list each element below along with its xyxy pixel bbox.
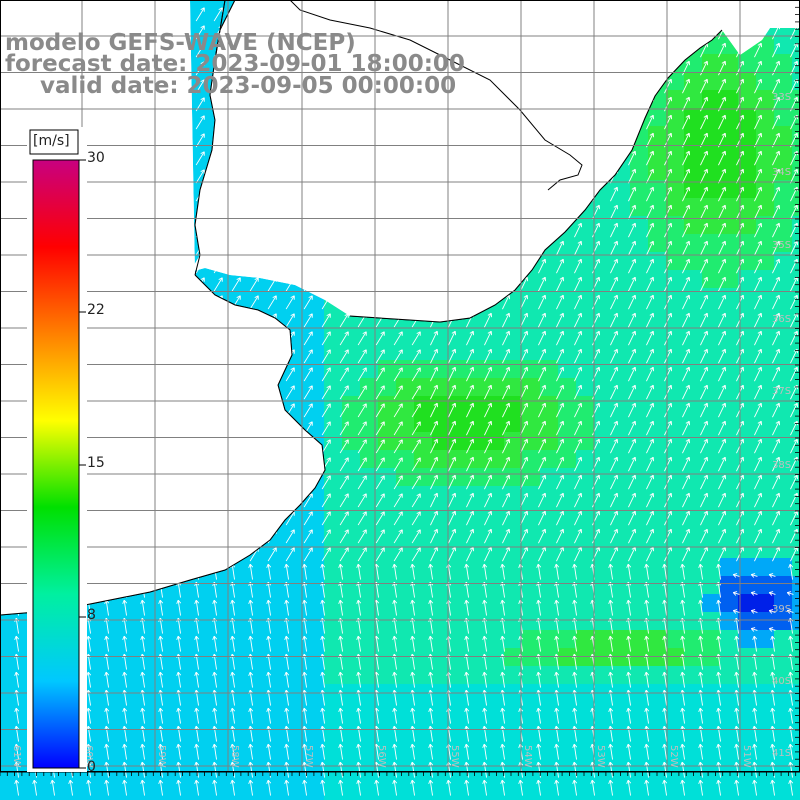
colorbar-unit-box [29, 129, 79, 155]
colorbar-tick-0: 0 [87, 759, 96, 775]
lon-label: 57W [303, 745, 314, 768]
lon-label: 59W [156, 745, 167, 768]
lon-label: 53W [595, 745, 606, 768]
lat-label: 39S [772, 604, 791, 615]
lon-label: 58W [229, 745, 240, 768]
colorbar-gradient [32, 159, 80, 769]
lat-label: 37S [772, 386, 791, 397]
valid-date: valid date: 2023-09-05 00:00:00 [40, 73, 457, 99]
forecast-date: forecast date: 2023-09-01 18:00:00 [5, 51, 465, 77]
lat-label: 36S [772, 314, 791, 325]
colorbar-tick-30: 30 [87, 150, 105, 166]
lon-label: 54W [522, 745, 533, 768]
lat-label: 40S [772, 676, 791, 687]
lon-label: 56W [376, 745, 387, 768]
colorbar [27, 127, 87, 772]
lat-label: 33S [772, 92, 791, 103]
colorbar-unit: [m/s] [33, 133, 70, 149]
model-title: modelo GEFS-WAVE (NCEP) [5, 30, 356, 56]
lon-label: 52W [668, 745, 679, 768]
lon-label: 55W [449, 745, 460, 768]
colorbar-tick-8: 8 [87, 607, 96, 623]
lat-label: 38S [772, 460, 791, 471]
colorbar-tick-22: 22 [87, 302, 105, 318]
lon-label: 51W [741, 745, 752, 768]
lat-lon-grid [0, 0, 800, 776]
grid-labels: 61W 60W 59W 58W 57W 56W 55W 54W 53W 52W 51W 33S 34S 3… [11, 92, 791, 768]
colorbar-tick-15: 15 [87, 455, 105, 471]
lat-label: 35S [772, 240, 791, 251]
lon-label: 61W [11, 745, 22, 768]
lat-label: 34S [772, 167, 791, 178]
lat-label: 41S [772, 748, 791, 759]
lon-label: 60W [83, 745, 94, 768]
